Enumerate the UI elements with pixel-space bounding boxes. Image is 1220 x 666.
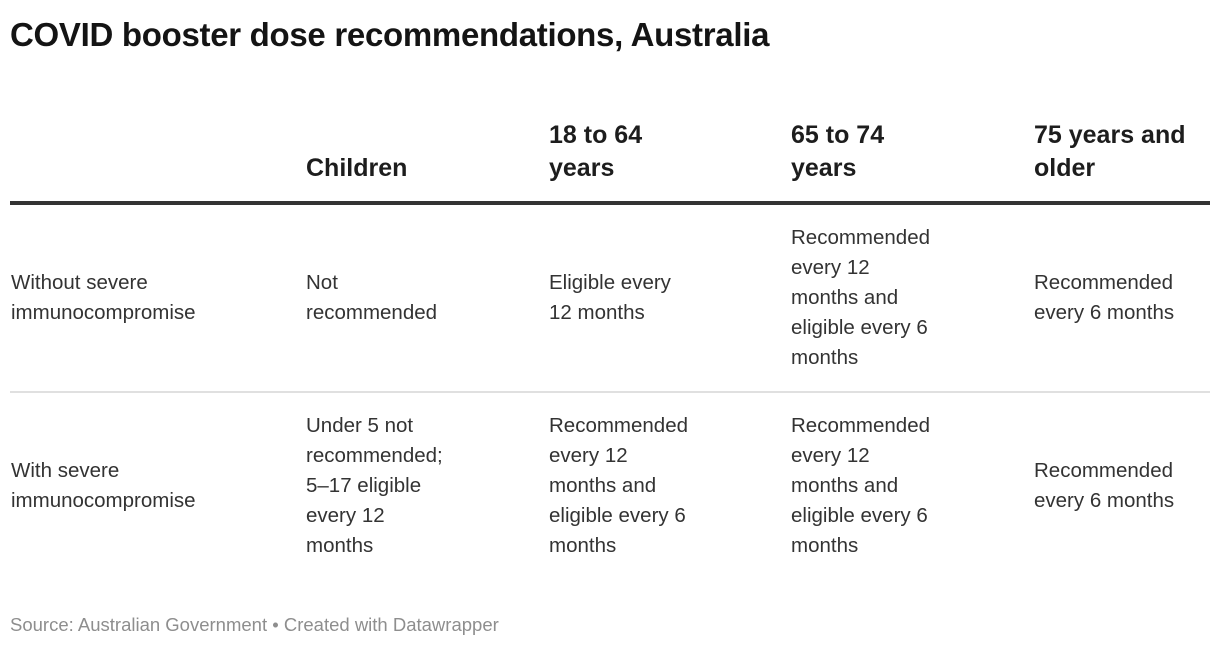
- table-row-with-severe-immunocompromise: With severe immunocompromise Under 5 not…: [10, 392, 1210, 579]
- table-cell-children: Not recommended: [306, 271, 438, 325]
- recommendations-table: Children 18 to 64 years 65 to 74 years 7…: [10, 55, 1210, 579]
- header-row: Children 18 to 64 years 65 to 74 years 7…: [10, 55, 1210, 206]
- footer-separator: •: [267, 614, 284, 636]
- corner-cell: [10, 55, 305, 206]
- source-label: Source:: [10, 614, 78, 636]
- datawrapper-credit: Created with Datawrapper: [283, 614, 499, 636]
- column-header-75-and-older: 75 years and older: [1033, 55, 1210, 206]
- column-header-18-to-64: 18 to 64 years: [548, 55, 790, 206]
- table-row-without-severe-immunocompromise: Without severe immunocompromise Not reco…: [10, 203, 1210, 393]
- row-label: With severe immunocompromise: [11, 459, 196, 513]
- table-cell-75-and-older: Recommended every 6 months: [1034, 459, 1175, 513]
- column-header-65-to-74: 65 to 74 years: [790, 55, 1033, 206]
- chart-container: COVID booster dose recommendations, Aust…: [10, 16, 1210, 637]
- table-cell-65-to-74: Recommended every 12 months and eligible…: [791, 414, 931, 558]
- source-line: Source: Australian Government • Created …: [10, 613, 1210, 637]
- table-cell-18-to-64: Eligible every 12 months: [549, 271, 671, 325]
- source-name: Australian Government: [77, 614, 268, 636]
- row-label: Without severe immunocompromise: [11, 271, 196, 325]
- table-cell-18-to-64: Recommended every 12 months and eligible…: [549, 414, 689, 558]
- table-header: Children 18 to 64 years 65 to 74 years 7…: [10, 55, 1210, 206]
- table-cell-65-to-74: Recommended every 12 months and eligible…: [791, 226, 931, 370]
- column-header-children: Children: [305, 55, 548, 206]
- table-cell-75-and-older: Recommended every 6 months: [1034, 271, 1175, 325]
- table-body: Without severe immunocompromise Not reco…: [10, 203, 1210, 579]
- chart-title: COVID booster dose recommendations, Aust…: [10, 16, 770, 53]
- table-cell-children: Under 5 not recommended; 5–17 eligible e…: [306, 414, 443, 558]
